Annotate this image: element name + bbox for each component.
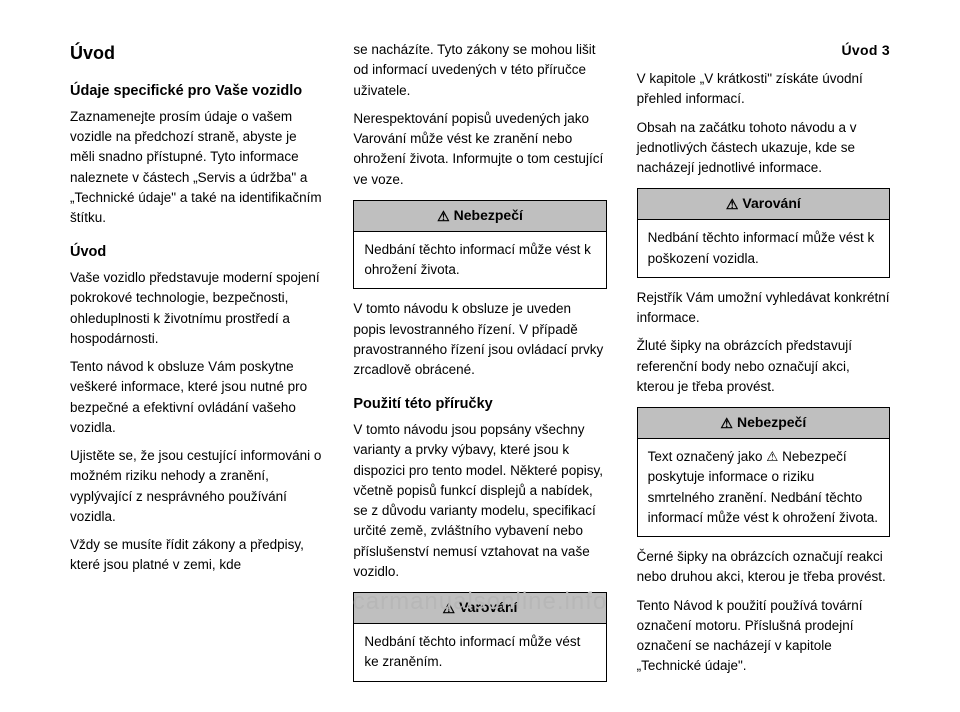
danger-callout-body: Text označený jako ⚠ Nebezpečí poskytuje… [638, 439, 889, 536]
danger-label: Nebezpečí [454, 207, 523, 223]
bullet-paragraph: Černé šipky na obrázcích označují reakci… [637, 547, 890, 588]
warning-callout-header: ⚠Varování [354, 593, 605, 624]
danger-callout: ⚠Nebezpečí Nedbání těchto informací může… [353, 200, 606, 290]
danger-callout-header: ⚠Nebezpečí [638, 408, 889, 439]
warning-triangle-icon: ⚠ [720, 413, 733, 434]
sub-heading-usage: Použití této příručky [353, 394, 606, 416]
manual-page: Úvod Údaje specifické pro Vaše vozidlo Z… [0, 0, 960, 712]
paragraph: Nerespektování popisů uvedených jako Var… [353, 109, 606, 190]
section-heading: Úvod [70, 40, 323, 67]
warning-callout: ⚠Varování Nedbání těchto informací může … [637, 188, 890, 278]
paragraph: Ujistěte se, že jsou cestující informová… [70, 446, 323, 527]
bullet-paragraph: Tento Návod k použití používá tovární oz… [637, 596, 890, 677]
danger-callout-body: Nedbání těchto informací může vést k ohr… [354, 232, 605, 289]
paragraph: Zaznamenejte prosím údaje o vašem vozidl… [70, 107, 323, 229]
warning-callout-body: Nedbání těchto informací může vést k poš… [638, 220, 889, 277]
warning-callout: ⚠Varování Nedbání těchto informací může … [353, 592, 606, 682]
warning-label: Varování [742, 195, 800, 211]
warning-callout-body: Nedbání těchto informací může vést ke zr… [354, 624, 605, 681]
paragraph: Vždy se musíte řídit zákony a předpisy, … [70, 535, 323, 576]
bullet-paragraph: V tomto návodu jsou popsány všechny vari… [353, 420, 606, 582]
page-header: Úvod 3 [637, 40, 890, 61]
sub-heading-intro: Úvod [70, 242, 323, 264]
danger-label: Nebezpečí [737, 414, 806, 430]
bullet-paragraph: Rejstřík Vám umožní vyhledávat konkrétní… [637, 288, 890, 329]
bullet-paragraph: Žluté šipky na obrázcích představují ref… [637, 336, 890, 397]
warning-callout-header: ⚠Varování [638, 189, 889, 220]
column-1: Úvod Údaje specifické pro Vaše vozidlo Z… [70, 40, 323, 692]
column-2: se nacházíte. Tyto zákony se mohou lišit… [353, 40, 606, 692]
paragraph: Tento návod k obsluze Vám poskytne veške… [70, 357, 323, 438]
warning-label: Varování [459, 599, 517, 615]
bullet-paragraph: Obsah na začátku tohoto návodu a v jedno… [637, 118, 890, 179]
danger-callout-header: ⚠Nebezpečí [354, 201, 605, 232]
sub-heading-vehicle-data: Údaje specifické pro Vaše vozidlo [70, 81, 323, 103]
paragraph-span: Vždy se musíte řídit zákony a předpisy, … [70, 537, 304, 572]
paragraph: se nacházíte. Tyto zákony se mohou lišit… [353, 40, 606, 101]
danger-callout: ⚠Nebezpečí Text označený jako ⚠ Nebezpeč… [637, 407, 890, 537]
column-3: Úvod 3 V kapitole „V krátkosti" získáte … [637, 40, 890, 692]
warning-triangle-icon: ⚠ [437, 206, 450, 227]
warning-triangle-icon: ⚠ [443, 598, 456, 619]
paragraph: Vaše vozidlo představuje moderní spojení… [70, 268, 323, 349]
warning-triangle-icon: ⚠ [726, 194, 739, 215]
paragraph: V tomto návodu k obsluze je uveden popis… [353, 299, 606, 380]
bullet-paragraph: V kapitole „V krátkosti" získáte úvodní … [637, 69, 890, 110]
